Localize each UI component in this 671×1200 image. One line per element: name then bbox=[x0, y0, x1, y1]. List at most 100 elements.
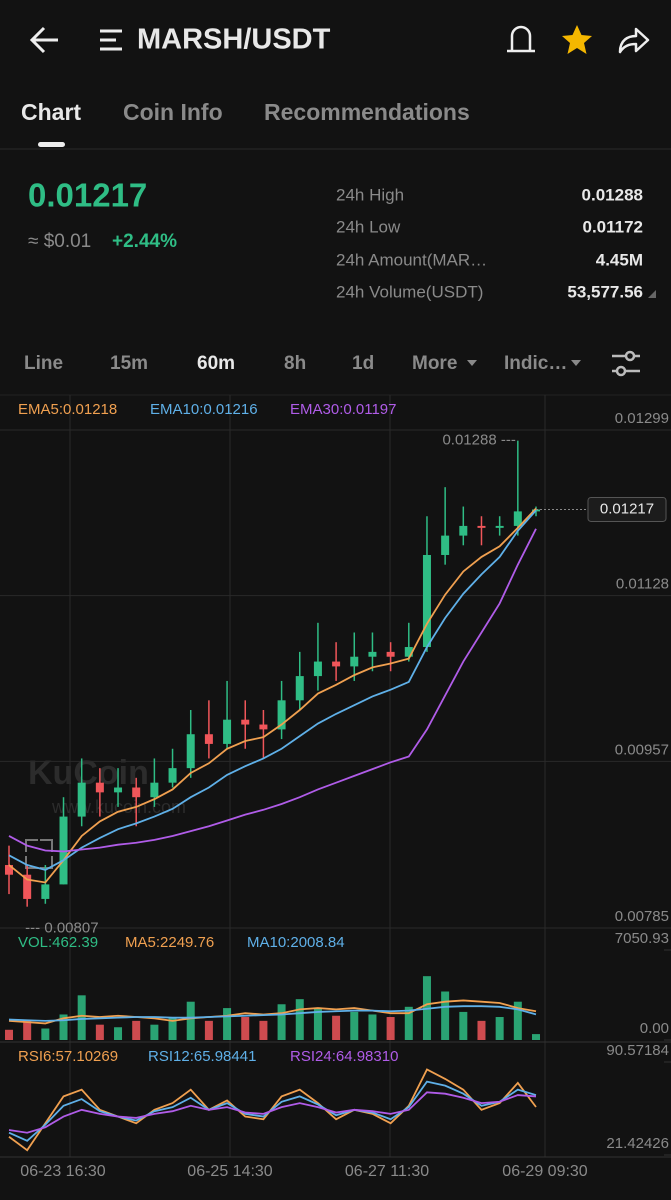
dropdown-caret bbox=[467, 360, 477, 366]
volume-bar bbox=[459, 1011, 468, 1040]
candle-body bbox=[313, 661, 322, 677]
tab[interactable]: Chart bbox=[21, 99, 81, 125]
candle-body bbox=[186, 734, 195, 769]
volume-bar bbox=[368, 1014, 377, 1040]
volume-bar bbox=[532, 1034, 540, 1040]
change: +2.44% bbox=[112, 231, 177, 252]
candle-body bbox=[295, 676, 304, 701]
volume-bar bbox=[168, 1017, 177, 1040]
share-button[interactable] bbox=[618, 27, 650, 54]
legend-entry: RSI12:65.98441 bbox=[148, 1048, 256, 1065]
candle-body bbox=[513, 511, 522, 526]
volume-bar bbox=[150, 1024, 159, 1040]
legend-entry: MA10:2008.84 bbox=[247, 934, 345, 951]
rsi-line bbox=[8, 1068, 537, 1152]
volume-bar bbox=[332, 1015, 341, 1040]
interval[interactable]: 60m bbox=[197, 353, 235, 374]
interval[interactable]: More bbox=[412, 353, 457, 374]
menu-button[interactable] bbox=[100, 29, 122, 51]
candle-body bbox=[332, 661, 341, 667]
low-annotation: --- 0.00807 bbox=[25, 920, 98, 937]
stat-label: 24h Low bbox=[336, 217, 401, 236]
candle-body bbox=[59, 816, 68, 885]
volume-bar bbox=[95, 1024, 104, 1040]
candle-body bbox=[204, 734, 213, 744]
y-tick-label: 90.57184 bbox=[606, 1042, 669, 1059]
volume-bar bbox=[186, 1001, 195, 1040]
favorite-button[interactable] bbox=[562, 25, 592, 54]
candle-body bbox=[386, 651, 395, 657]
candle-body bbox=[259, 724, 268, 730]
candle-body bbox=[477, 525, 486, 528]
volume-bar bbox=[241, 1017, 250, 1040]
volume-bar bbox=[477, 1020, 486, 1040]
legend-entry: RSI6:57.10269 bbox=[18, 1048, 118, 1065]
back-button[interactable] bbox=[29, 26, 58, 54]
interval[interactable]: 1d bbox=[352, 353, 374, 374]
bell-icon bbox=[507, 25, 535, 53]
volume-bar bbox=[441, 991, 450, 1040]
volume-bar bbox=[41, 1028, 50, 1040]
y-tick-label: 0.00785 bbox=[615, 908, 669, 925]
candle-body bbox=[5, 865, 13, 875]
star-icon bbox=[562, 25, 592, 54]
ema-line bbox=[8, 528, 537, 853]
volume-bar bbox=[386, 1017, 395, 1040]
stat-value: 0.01172 bbox=[582, 217, 643, 236]
volume-bar bbox=[77, 995, 86, 1040]
volume-bar bbox=[350, 1011, 359, 1040]
volume-bar bbox=[259, 1020, 268, 1040]
interval[interactable]: 15m bbox=[110, 353, 148, 374]
ma-line bbox=[8, 1005, 537, 1022]
legend-entry: RSI24:64.98310 bbox=[290, 1048, 398, 1065]
volume-bar bbox=[23, 1020, 32, 1040]
interval[interactable]: Line bbox=[24, 353, 63, 374]
candle-body bbox=[277, 700, 286, 730]
candle-body bbox=[95, 782, 104, 793]
y-tick-label: 7050.93 bbox=[615, 930, 669, 947]
settings-knob bbox=[615, 365, 627, 377]
high-annotation: 0.01288 --- bbox=[442, 432, 515, 449]
candle-body bbox=[368, 651, 377, 657]
candle-body bbox=[404, 647, 413, 657]
stat-label: 24h High bbox=[336, 185, 404, 204]
stat-label: 24h Volume(USDT) bbox=[336, 282, 483, 301]
last-price-label: 0.01217 bbox=[600, 500, 654, 517]
share-icon bbox=[618, 27, 650, 54]
rsi-line bbox=[8, 1080, 537, 1142]
volume-bar bbox=[404, 1006, 413, 1040]
last-price: 0.01217 bbox=[28, 177, 147, 214]
candle-body bbox=[241, 719, 250, 725]
tab[interactable]: Recommendations bbox=[264, 99, 470, 125]
legend-entry: EMA5:0.01218 bbox=[18, 401, 117, 418]
legend-entry: EMA30:0.01197 bbox=[290, 401, 396, 418]
volume-bar bbox=[277, 1004, 286, 1040]
time-label: 06-25 14:30 bbox=[187, 1163, 273, 1180]
y-tick-label: 0.00 bbox=[640, 1020, 669, 1037]
stat-label: 24h Amount(MAR… bbox=[336, 250, 487, 269]
volume-bar bbox=[295, 999, 304, 1040]
candle-body bbox=[350, 656, 359, 667]
interval[interactable]: Indic… bbox=[504, 353, 567, 374]
tab[interactable]: Coin Info bbox=[123, 99, 223, 125]
volume-bar bbox=[223, 1008, 232, 1040]
back-icon bbox=[29, 26, 58, 54]
settings-button[interactable] bbox=[612, 350, 640, 377]
volume-bar bbox=[5, 1029, 13, 1040]
candle-body bbox=[495, 525, 504, 528]
ma-line bbox=[8, 999, 537, 1025]
pair-title: MARSH/USDT bbox=[137, 24, 331, 56]
legend-entry: MA5:2249.76 bbox=[125, 934, 214, 951]
interval[interactable]: 8h bbox=[284, 353, 306, 374]
alert-button[interactable] bbox=[507, 25, 535, 53]
volume-bar bbox=[132, 1020, 141, 1040]
candle-body bbox=[459, 525, 468, 536]
volume-bar bbox=[59, 1014, 68, 1040]
settings-knob bbox=[624, 350, 636, 362]
time-label: 06-29 09:30 bbox=[502, 1163, 588, 1180]
candle-body bbox=[114, 787, 123, 793]
y-tick-label: 0.00957 bbox=[615, 741, 669, 758]
fullscreen-icon[interactable] bbox=[25, 839, 53, 869]
